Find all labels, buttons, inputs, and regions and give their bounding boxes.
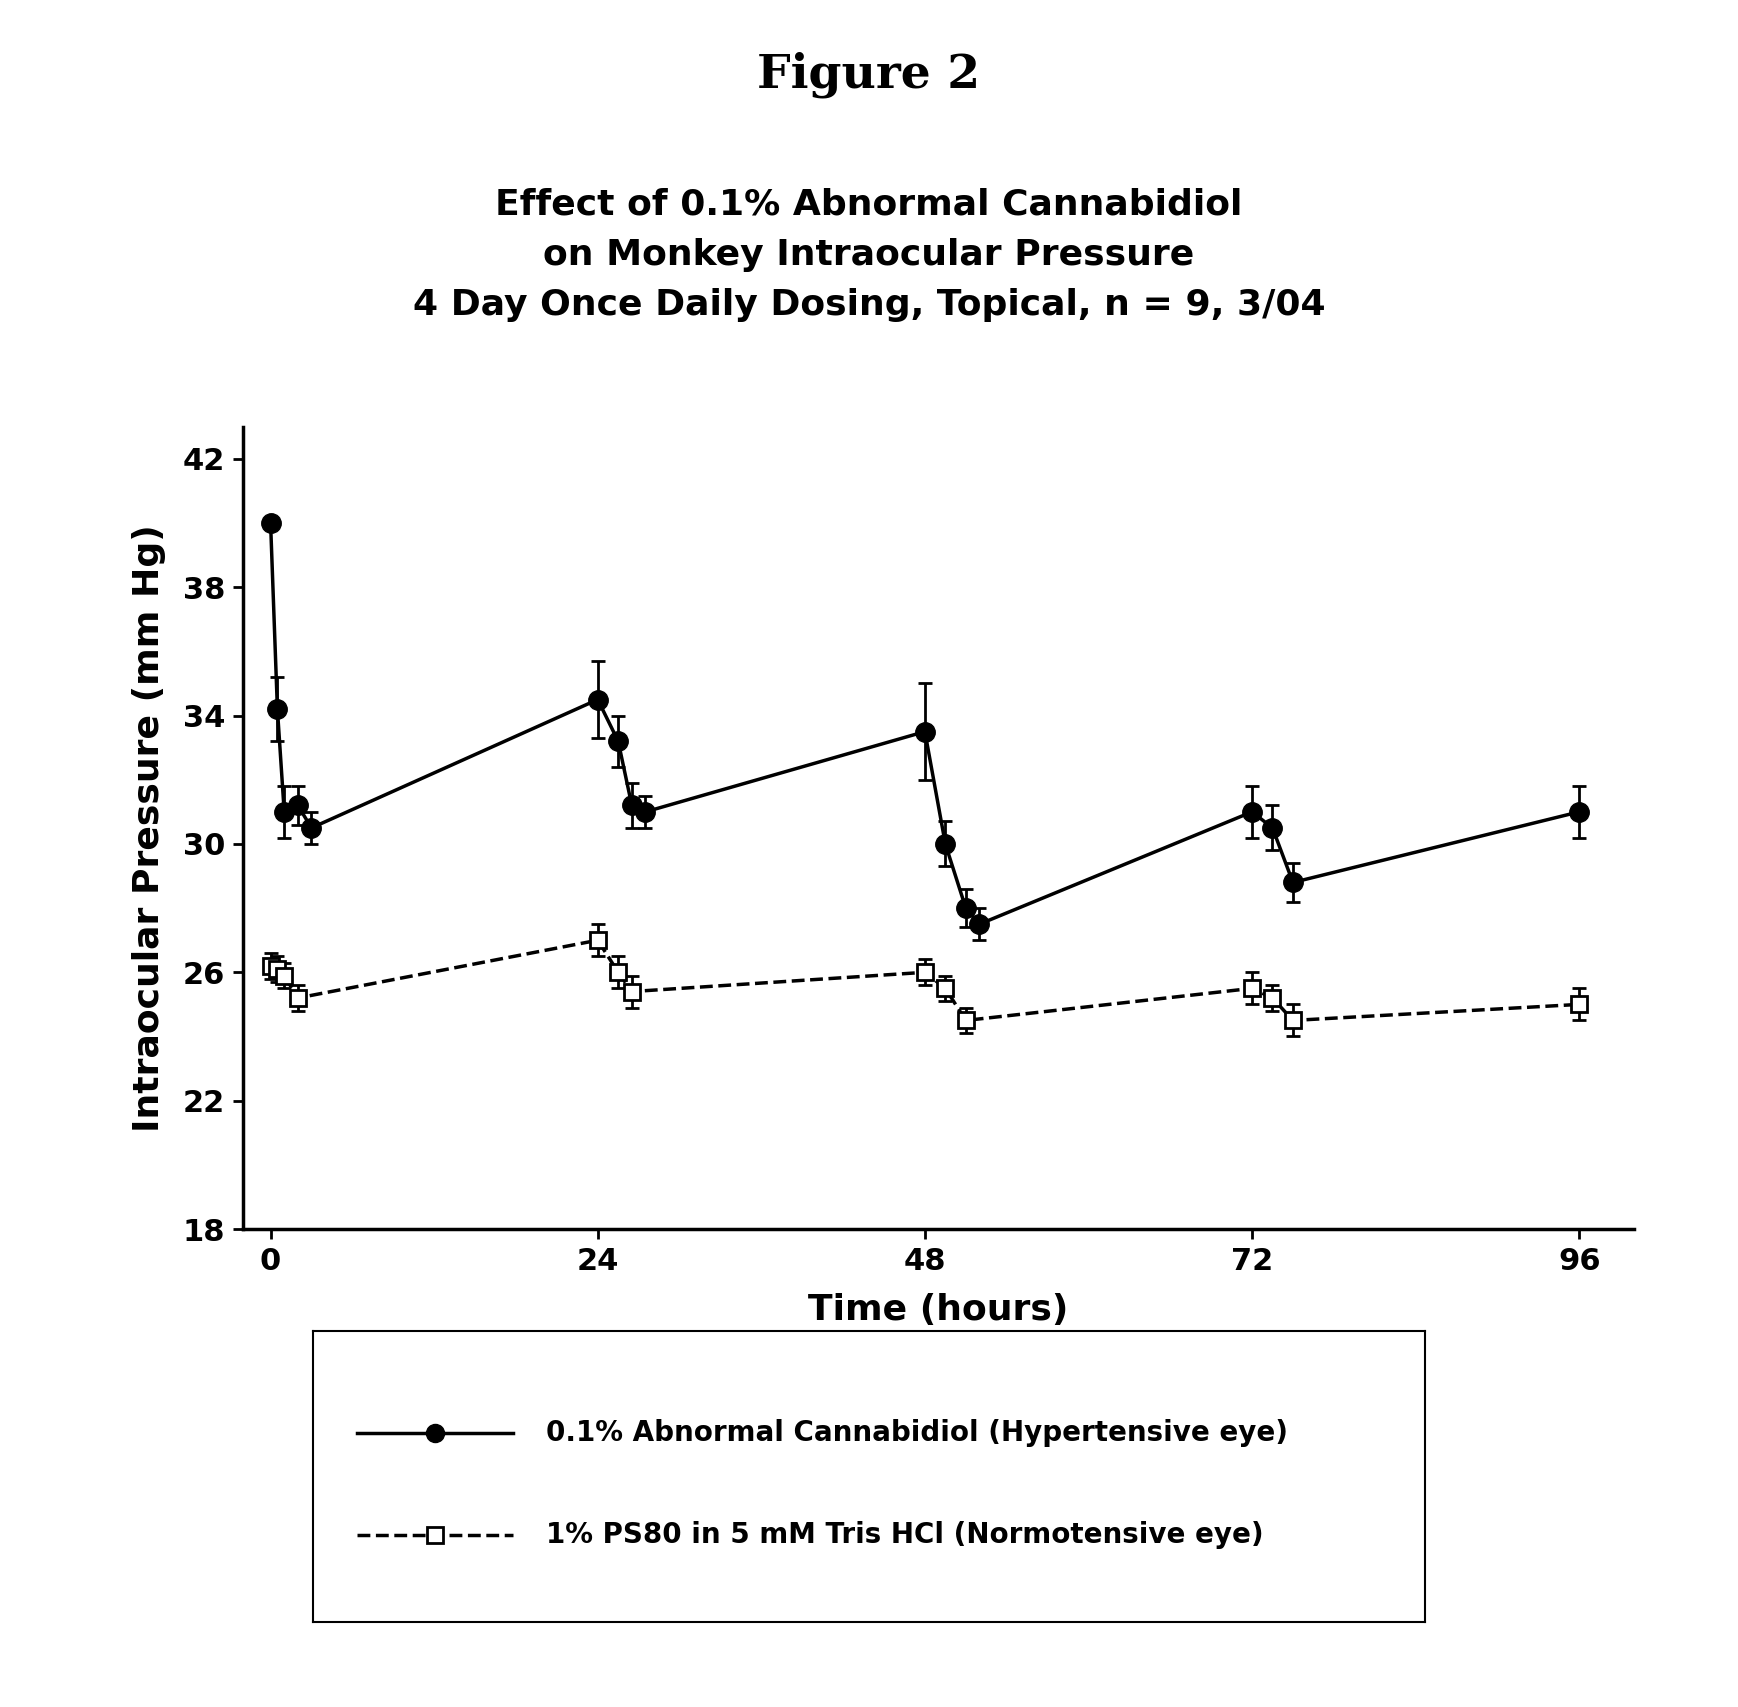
Text: 1% PS80 in 5 mM Tris HCl (Normotensive eye): 1% PS80 in 5 mM Tris HCl (Normotensive e… [546,1521,1264,1548]
Text: Figure 2: Figure 2 [758,51,980,97]
Y-axis label: Intraocular Pressure (mm Hg): Intraocular Pressure (mm Hg) [132,524,167,1132]
X-axis label: Time (hours): Time (hours) [808,1292,1069,1326]
Text: Effect of 0.1% Abnormal Cannabidiol
on Monkey Intraocular Pressure
4 Day Once Da: Effect of 0.1% Abnormal Cannabidiol on M… [412,188,1326,323]
Text: 0.1% Abnormal Cannabidiol (Hypertensive eye): 0.1% Abnormal Cannabidiol (Hypertensive … [546,1419,1288,1448]
